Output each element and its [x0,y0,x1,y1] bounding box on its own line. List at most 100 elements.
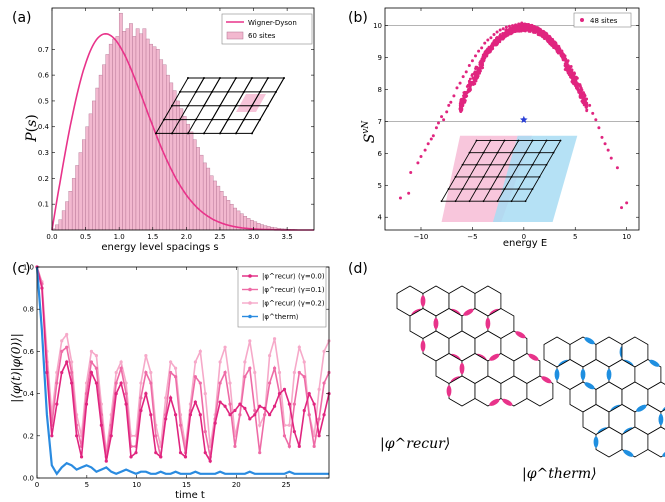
data-point [455,86,459,90]
lattice-site [251,132,253,135]
dimer-bond [584,337,595,345]
y-tick-label: 0.6 [38,72,50,80]
legend-label-wigner: Wigner-Dyson [248,19,297,27]
series-marker [203,451,207,455]
series-marker [218,400,222,404]
series-marker [282,387,287,391]
series-marker [94,366,98,370]
data-point [442,118,446,122]
series-marker [272,366,277,370]
data-point [458,81,462,85]
series-marker [173,375,178,379]
lattice-site [251,77,253,79]
inset-site [517,188,520,190]
series-marker [144,392,148,396]
inset-site [468,200,471,203]
panel-a-chart: (a) P(s) energy level spacings s 0.0 0.5 1… [12,7,315,253]
series-marker [233,408,237,413]
series-marker [322,381,326,385]
histogram-bar [135,28,140,231]
data-point [468,87,472,91]
x-tick-label: 1.5 [147,233,158,241]
series-marker [173,366,178,370]
data-point [578,84,582,88]
panel-c-chart: (c) |⟨φ(t)|φ(0)⟩| time t 0 5 10 15 20 25 0.0 0.… [9,261,331,501]
histogram-bar [206,167,211,231]
data-point [461,75,465,79]
x-tick-label: 5 [85,481,89,489]
inset-site [454,200,457,203]
data-point [569,75,572,79]
x-axis-label-b: energy E [503,238,547,249]
lattice-site [187,132,189,135]
y-tick-label: 0.6 [23,348,35,356]
series-marker [292,370,296,375]
data-point [476,72,480,76]
data-point [578,94,582,97]
series-marker [55,402,59,406]
histogram-bar [172,90,177,231]
inset-site [545,139,548,142]
data-point [594,118,598,122]
therm-hex-lattice [543,336,665,458]
x-tick-label: 20 [232,481,241,489]
lattice-site [235,132,237,135]
inset-site [475,139,478,142]
lattice-site [179,118,181,121]
data-point [477,49,481,53]
x-tick-label: −5 [467,233,477,241]
dimer-bond [489,353,500,361]
series-marker [70,360,74,364]
lattice-site [275,90,277,93]
series-marker [317,417,321,421]
lattice-site [163,118,165,121]
series-marker [287,423,292,427]
data-point [473,54,477,58]
data-point [563,64,567,68]
data-point [409,171,413,175]
data-point [523,22,527,26]
inset-site [475,163,478,166]
series-marker [218,360,222,364]
histogram-bar [149,43,153,231]
dimer-bond [528,353,539,361]
inset-region-blue [492,135,578,223]
y-tick-label: 6 [378,150,383,158]
legend-label: |φ^recur⟩ (γ=0.0) [262,273,325,281]
data-point [545,37,549,41]
series-marker [258,451,262,455]
series-marker [193,400,197,404]
series-marker [287,402,292,406]
lattice-site [187,104,189,107]
panel-b-label: (b) [348,10,368,26]
histogram-bar [132,36,137,231]
histogram-bar [71,178,76,231]
lattice-site [179,90,181,93]
series-marker [292,429,296,434]
histogram-bar [216,185,221,231]
lattice-diag-b [211,77,237,120]
histogram-bar [105,54,110,231]
series-marker [60,339,64,343]
legend-label: |φ^recur⟩ (γ=0.2) [262,300,325,308]
lattice-site [235,104,237,107]
histogram-bar [129,23,133,231]
inset-site [447,188,450,190]
data-point [548,34,552,38]
data-point [479,69,482,73]
data-point [507,24,511,28]
data-point [489,36,493,40]
histogram-bar [142,28,147,231]
histogram-bar [209,175,214,231]
kagome-lattice-inset-a [155,77,285,135]
data-point [478,61,482,64]
inset-site [482,176,485,178]
data-point [440,115,444,119]
inset-site [531,188,534,190]
y-tick-label: 0.8 [23,306,34,314]
inset-site [482,151,485,154]
histogram-bar [166,74,170,231]
histogram-bar [78,152,83,231]
data-point [489,44,493,48]
